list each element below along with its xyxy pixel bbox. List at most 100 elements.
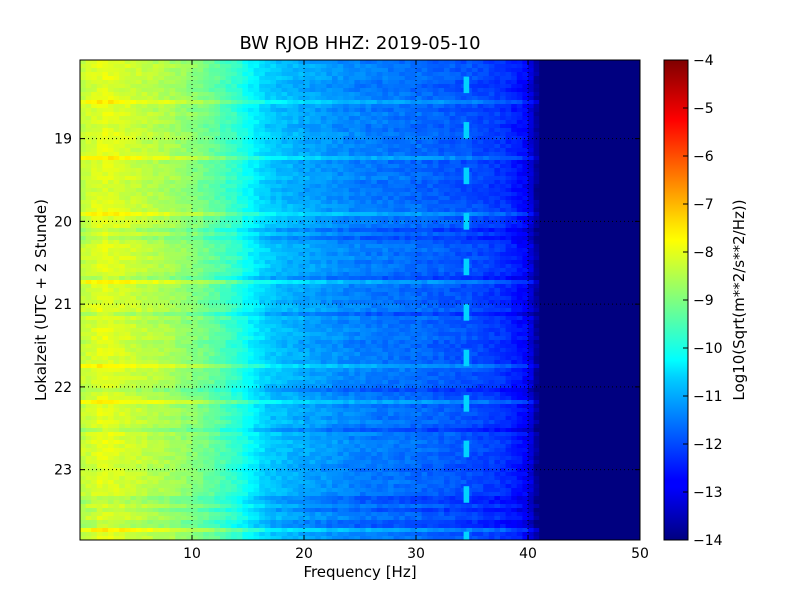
heatmap-cell — [399, 180, 406, 185]
heatmap-cell — [595, 148, 602, 153]
heatmap-cell — [455, 92, 462, 97]
heatmap-cell — [102, 192, 109, 197]
heatmap-cell — [494, 72, 501, 77]
heatmap-cell — [404, 224, 411, 229]
heatmap-cell — [393, 60, 400, 65]
heatmap-cell — [449, 248, 456, 253]
heatmap-cell — [444, 228, 450, 233]
heatmap-cell — [292, 60, 299, 65]
heatmap-cell — [388, 244, 394, 249]
heatmap-cell — [623, 104, 630, 109]
heatmap-cell — [119, 88, 126, 93]
heatmap-cell — [477, 140, 484, 145]
heatmap-cell — [253, 184, 260, 189]
heatmap-cell — [124, 232, 131, 237]
heatmap-cell — [354, 68, 361, 73]
heatmap-cell — [365, 212, 372, 217]
heatmap-cell — [80, 108, 86, 113]
heatmap-cell — [108, 124, 114, 129]
heatmap-cell — [376, 256, 383, 261]
heatmap-cell — [500, 192, 506, 197]
heatmap-cell — [91, 240, 98, 245]
heatmap-cell — [186, 92, 193, 97]
heatmap-cell — [220, 148, 226, 153]
heatmap-cell — [455, 204, 462, 209]
heatmap-cell — [360, 72, 366, 77]
heatmap-cell — [404, 80, 411, 85]
heatmap-cell — [236, 192, 243, 197]
heatmap-cell — [108, 168, 114, 173]
heatmap-cell — [449, 76, 456, 81]
heatmap-cell — [488, 168, 495, 173]
heatmap-cell — [572, 240, 579, 245]
heatmap-cell — [516, 88, 523, 93]
heatmap-cell — [567, 256, 574, 261]
heatmap-cell — [208, 152, 215, 157]
heatmap-cell — [404, 220, 411, 225]
heatmap-cell — [85, 180, 92, 185]
heatmap-cell — [388, 180, 394, 185]
heatmap-cell — [432, 192, 439, 197]
heatmap-cell — [175, 64, 182, 69]
heatmap-cell — [399, 220, 406, 225]
heatmap-cell — [595, 64, 602, 69]
heatmap-cell — [376, 200, 383, 205]
heatmap-cell — [298, 112, 305, 117]
heatmap-cell — [556, 208, 562, 213]
heatmap-cell — [572, 164, 579, 169]
heatmap-cell — [494, 116, 501, 121]
heatmap-cell — [354, 92, 361, 97]
heatmap-cell — [208, 184, 215, 189]
heatmap-cell — [80, 104, 86, 109]
heatmap-cell — [360, 216, 366, 221]
heatmap-cell — [136, 64, 142, 69]
heatmap-cell — [511, 144, 518, 149]
heatmap-cell — [444, 140, 450, 145]
heatmap-cell — [332, 252, 338, 257]
heatmap-cell — [511, 176, 518, 181]
heatmap-cell — [298, 220, 305, 225]
heatmap-cell — [276, 180, 282, 185]
heatmap-cell — [292, 68, 299, 73]
heatmap-cell — [304, 88, 310, 93]
heatmap-cell — [595, 108, 602, 113]
heatmap-cell — [539, 212, 546, 217]
heatmap-cell — [388, 200, 394, 205]
heatmap-cell — [533, 88, 540, 93]
heatmap-cell — [236, 80, 243, 85]
heatmap-cell — [102, 72, 109, 77]
heatmap-cell — [617, 212, 624, 217]
heatmap-cell — [376, 100, 383, 105]
heatmap-cell — [488, 64, 495, 69]
heatmap-cell — [298, 68, 305, 73]
heatmap-cell — [500, 72, 506, 77]
heatmap-cell — [528, 216, 534, 221]
heatmap-cell — [136, 244, 142, 249]
heatmap-cell — [455, 208, 462, 213]
heatmap-cell — [119, 248, 126, 253]
heatmap-cell — [309, 64, 316, 69]
heatmap-cell — [186, 216, 193, 221]
heatmap-cell — [488, 88, 495, 93]
heatmap-cell — [483, 76, 490, 81]
heatmap-cell — [444, 104, 450, 109]
heatmap-cell — [623, 60, 630, 65]
heatmap-cell — [416, 160, 422, 165]
heatmap-cell — [365, 188, 372, 193]
heatmap-cell — [371, 208, 378, 213]
heatmap-cell — [404, 124, 411, 129]
heatmap-cell — [264, 136, 271, 141]
heatmap-cell — [584, 68, 590, 73]
heatmap-cell — [147, 252, 154, 257]
heatmap-cell — [136, 196, 142, 201]
heatmap-cell — [466, 176, 473, 181]
heatmap-cell — [270, 172, 277, 177]
heatmap-cell — [315, 120, 322, 125]
heatmap-cell — [348, 216, 355, 221]
heatmap-cell — [404, 236, 411, 241]
heatmap-cell — [124, 68, 131, 73]
heatmap-cell — [203, 212, 210, 217]
heatmap-cell — [186, 252, 193, 257]
heatmap-cell — [259, 64, 266, 69]
heatmap-cell — [343, 104, 350, 109]
